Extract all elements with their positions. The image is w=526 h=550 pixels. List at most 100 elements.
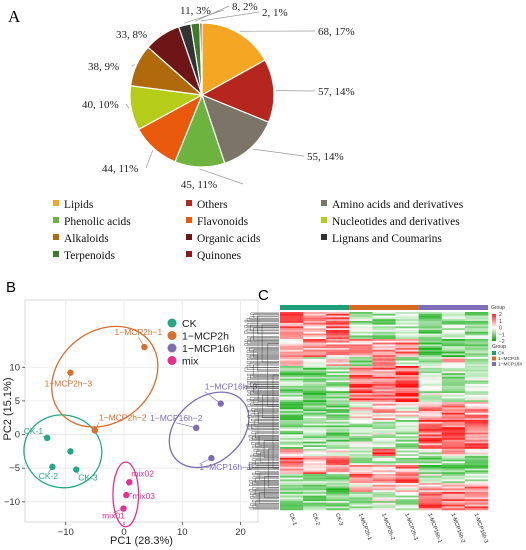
heatmap-cell [349, 373, 373, 376]
heatmap-cell [395, 335, 419, 338]
heatmap-cell [464, 358, 489, 361]
heatmap-cell [349, 470, 373, 473]
heatmap-cell [395, 463, 419, 466]
heatmap-cell [395, 394, 419, 397]
heatmap-cell [280, 337, 304, 340]
heatmap-cell [280, 394, 304, 397]
heatmap-cell [349, 425, 373, 428]
heatmap-cell [418, 342, 443, 345]
heatmap-cell [349, 369, 373, 372]
heatmap-cell [418, 501, 443, 504]
heatmap-cell [441, 472, 466, 475]
heatmap-cell [326, 378, 350, 381]
heatmap-cell [326, 436, 350, 439]
pie-leader-line [125, 103, 130, 109]
heatmap-cell [280, 331, 304, 334]
heatmap-cell [372, 448, 396, 451]
heatmap-cells [280, 312, 489, 511]
heatmap-cell [441, 335, 466, 338]
heatmap-chart: Group CK-1 CK-2 CK-3 1-MCP2h-1 1-MCP2h-2 1-MCP… [244, 305, 522, 544]
dendrogram-branch [253, 384, 279, 394]
heatmap-cell [395, 411, 419, 414]
heatmap-cell [395, 416, 419, 419]
pie-slice-label: 11, 3% [180, 5, 211, 17]
heatmap-cell [464, 384, 489, 387]
legend-label: CK [182, 318, 197, 330]
confidence-ellipse [168, 391, 250, 469]
heatmap-cell [326, 313, 350, 316]
heatmap-cell [441, 376, 466, 379]
heatmap-cell [372, 421, 396, 424]
dendrogram-branch [249, 316, 279, 320]
heatmap-cell [418, 483, 443, 486]
heatmap-cell [441, 322, 466, 325]
heatmap-cell [303, 407, 327, 410]
heatmap-cell [326, 326, 350, 329]
point-label: CK-2 [39, 471, 59, 481]
heatmap-cell [395, 495, 419, 498]
heatmap-cell [280, 479, 304, 482]
heatmap-cell [326, 477, 350, 480]
heatmap-cell [326, 369, 350, 372]
heatmap-cell [372, 508, 396, 511]
heatmap-cell [441, 312, 466, 315]
dendrogram-branch [247, 357, 279, 360]
heatmap-cell [395, 391, 419, 394]
heatmap-cell [349, 461, 373, 464]
heatmap-cell [280, 466, 304, 469]
heatmap-cell [326, 394, 350, 397]
legend-label: Quinones [197, 250, 242, 262]
heatmap-cell [395, 429, 419, 432]
heatmap-cell [326, 391, 350, 394]
heatmap-cell [418, 474, 443, 477]
legend-label: mix [182, 356, 199, 368]
heatmap-cell [349, 420, 373, 423]
heatmap-cell [464, 454, 489, 457]
heatmap-cell [349, 474, 373, 477]
heatmap-cell [349, 439, 373, 442]
heatmap-cell [372, 335, 396, 338]
dendrogram-branch [250, 382, 279, 387]
heatmap-cell [418, 382, 443, 385]
heatmap-cell [349, 441, 373, 444]
heatmap-cell [326, 351, 350, 354]
heatmap-cell [395, 333, 419, 336]
heatmap-cell [349, 364, 373, 367]
dendrogram-branch [251, 431, 279, 434]
heatmap-cell [418, 369, 443, 372]
legend-label: Alkaloids [64, 233, 109, 245]
heatmap-cell [280, 366, 304, 369]
heatmap-cell [303, 349, 327, 352]
heatmap-cell [464, 459, 489, 462]
dendrogram-branch [244, 343, 279, 346]
heatmap-cell [441, 438, 466, 441]
heatmap-cell [349, 339, 373, 342]
dendrogram-branch [252, 504, 279, 509]
heatmap-cell [303, 493, 327, 496]
heatmap-cell [418, 317, 443, 320]
heatmap-cell [280, 504, 304, 507]
heatmap-cell [372, 490, 396, 493]
dendrogram-branch [249, 507, 279, 510]
heatmap-cell [395, 402, 419, 405]
heatmap-cell [464, 407, 489, 410]
heatmap-cell [464, 434, 489, 437]
heatmap-cell [349, 313, 373, 316]
heatmap-cell [280, 402, 304, 405]
heatmap-cell [372, 411, 396, 414]
heatmap-cell [326, 416, 350, 419]
heatmap-cell [349, 353, 373, 356]
heatmap-cell [349, 490, 373, 493]
heatmap-cell [280, 376, 304, 379]
heatmap-cell [441, 371, 466, 374]
legend-label: Amino acids and derivatives [332, 199, 464, 211]
heatmap-cell [464, 479, 489, 482]
heatmap-cell [418, 385, 443, 388]
heatmap-cell [418, 353, 443, 356]
dendrogram-branch [257, 388, 279, 402]
dendrogram-branch [244, 319, 279, 323]
dendrogram-branch [246, 377, 279, 380]
heatmap-cell [441, 441, 466, 444]
dendrogram-branch [250, 337, 279, 343]
heatmap-cell [349, 483, 373, 486]
